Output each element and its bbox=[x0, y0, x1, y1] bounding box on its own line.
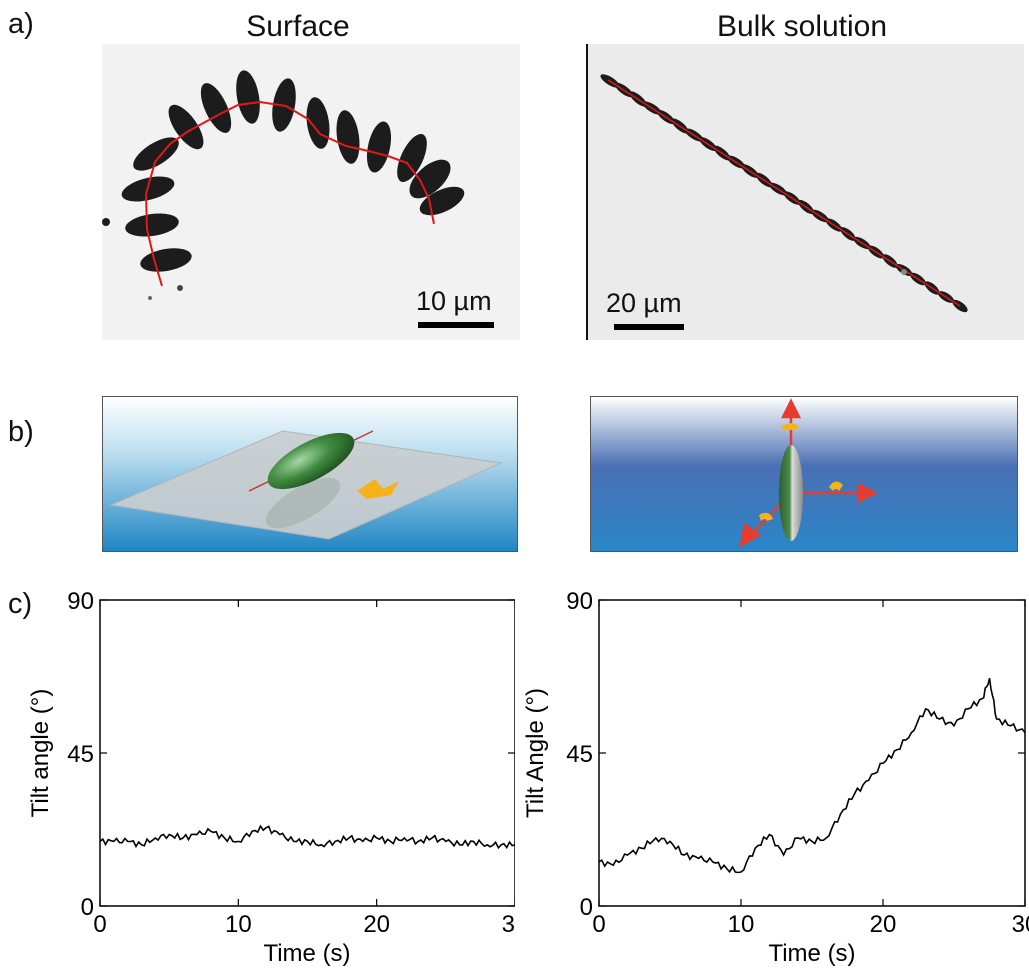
tilt-angle-line bbox=[99, 824, 515, 850]
x-axis-title: Time (s) bbox=[768, 940, 855, 967]
surface-particles bbox=[102, 70, 465, 300]
surface-title: Surface bbox=[246, 10, 350, 43]
y-axis-title: Tilt angle (°) bbox=[27, 689, 54, 818]
surface-scale-bar bbox=[418, 322, 494, 328]
x-tick-label: 20 bbox=[870, 911, 897, 938]
y-tick-label: 0 bbox=[580, 894, 593, 921]
x-tick-label: 0 bbox=[592, 911, 605, 938]
x-tick-label: 20 bbox=[363, 911, 390, 938]
bulk-solution-title: Bulk solution bbox=[716, 10, 888, 43]
x-tick-label: 30 bbox=[1012, 911, 1029, 938]
tilt-angle-line bbox=[598, 678, 1026, 874]
bulk-schematic bbox=[590, 396, 1018, 552]
surface-schematic-drawing bbox=[103, 397, 517, 551]
surface-trajectory-line bbox=[144, 100, 435, 287]
plot-frame bbox=[99, 599, 515, 907]
bulk-micrograph: 20 µm bbox=[586, 44, 1024, 340]
bulk-trajectory-image bbox=[586, 44, 1024, 340]
x-tick-label: 10 bbox=[225, 911, 252, 938]
surface-micrograph: 10 µm bbox=[102, 44, 520, 340]
plot-frame bbox=[598, 599, 1026, 907]
x-axis-title: Time (s) bbox=[263, 940, 350, 967]
y-tick-label: 45 bbox=[566, 741, 593, 768]
panel-label-b: b) bbox=[8, 416, 34, 448]
panel-label-a: a) bbox=[8, 8, 34, 40]
y-axis-title: Tilt Angle (°) bbox=[522, 688, 549, 818]
bulk-scale-bar bbox=[614, 324, 684, 330]
y-tick-label: 0 bbox=[81, 894, 94, 921]
x-tick-label: 30 bbox=[502, 911, 515, 938]
bulk-tilt-chart: 0 10 20 30 0 45 90 Time (s) Tilt Angle (°) bbox=[522, 590, 1029, 967]
surface-trajectory-image bbox=[102, 44, 520, 340]
bulk-trajectory-line bbox=[607, 79, 961, 307]
x-tick-label: 10 bbox=[728, 911, 755, 938]
panel-label-c: c) bbox=[8, 588, 33, 620]
surface-tilt-chart: 0 10 20 30 0 45 90 Time (s) Tilt angle (°) bbox=[27, 590, 515, 967]
y-tick-label: 90 bbox=[566, 590, 593, 615]
surface-schematic bbox=[102, 396, 518, 552]
bulk-schematic-drawing bbox=[591, 397, 1017, 551]
y-tick-label: 90 bbox=[67, 590, 94, 615]
y-tick-label: 45 bbox=[67, 741, 94, 768]
bulk-scale-label: 20 µm bbox=[606, 288, 682, 318]
surface-scale-label: 10 µm bbox=[416, 286, 492, 316]
x-tick-label: 0 bbox=[93, 911, 106, 938]
